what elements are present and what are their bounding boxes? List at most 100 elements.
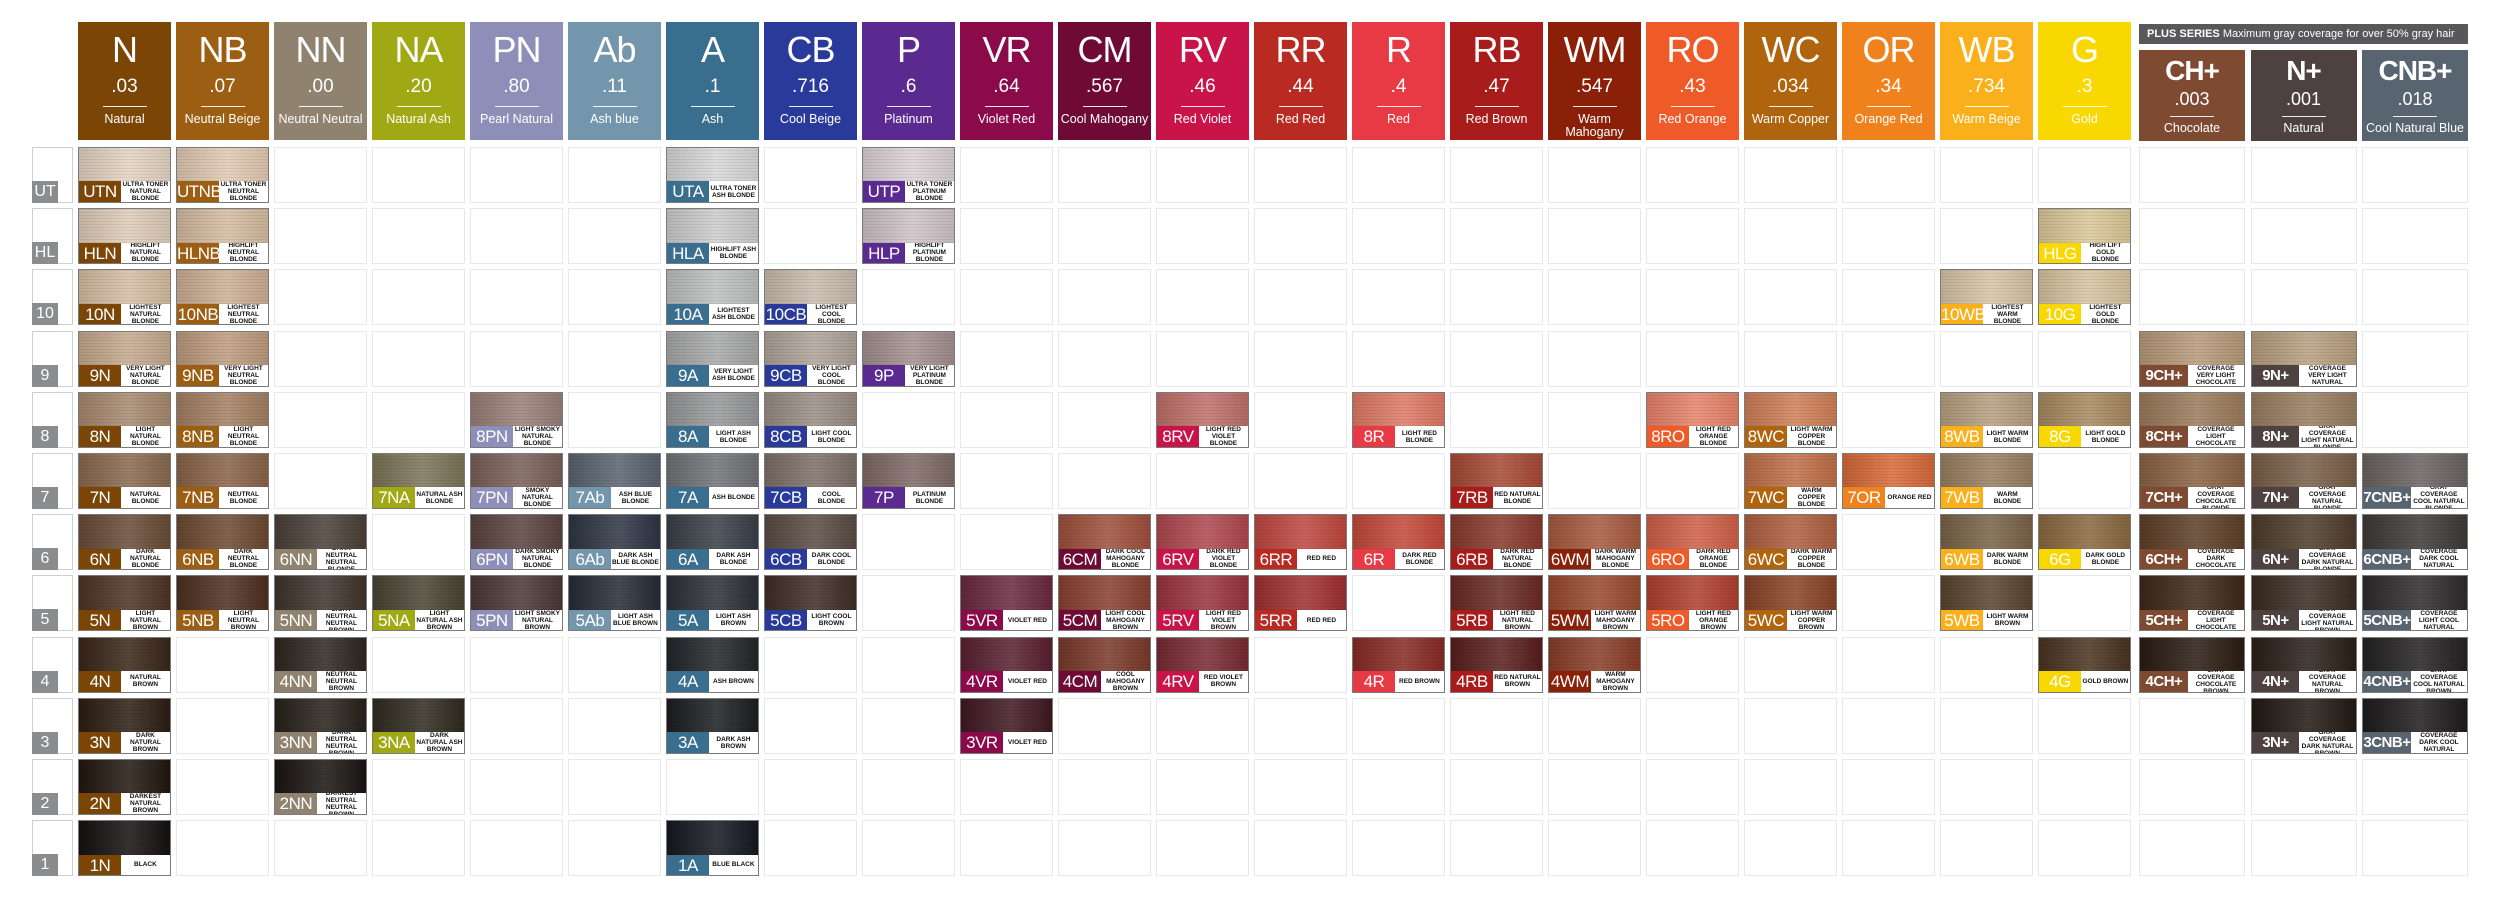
color-swatch[interactable]: 4NN NEUTRAL NEUTRAL BROWN <box>274 636 367 693</box>
color-swatch[interactable]: 9NB VERY LIGHT NEUTRAL BLONDE <box>176 330 269 387</box>
color-swatch[interactable]: 8CH+GRAY COVERAGE LIGHT CHOCOLATE BLONDE <box>2139 391 2245 448</box>
color-swatch[interactable]: 7A ASH BLONDE <box>666 453 759 509</box>
color-swatch[interactable]: HLG HIGH LIFT GOLD BLONDE <box>2038 208 2131 265</box>
color-swatch[interactable]: 4N+GRAY COVERAGE NATURAL BROWN <box>2250 636 2357 693</box>
color-swatch[interactable]: 5CM LIGHT COOL MAHOGANY BROWN <box>1058 575 1151 632</box>
color-swatch[interactable]: 7WC WARM COPPER BLONDE <box>1744 453 1837 509</box>
color-swatch[interactable]: 8RO LIGHT RED ORANGE BLONDE <box>1646 391 1739 448</box>
color-swatch[interactable]: 7P PLATINUM BLONDE <box>862 453 955 509</box>
color-swatch[interactable]: 5NB LIGHT NEUTRAL BROWN <box>176 575 269 632</box>
color-swatch[interactable]: 6Ab DARK ASH BLUE BLONDE <box>568 514 661 571</box>
color-swatch[interactable]: 6CB DARK COOL BLONDE <box>764 514 857 571</box>
color-swatch[interactable]: 3NNDARK NEUTRAL NEUTRAL BROWN <box>274 697 367 754</box>
color-swatch[interactable]: 8PN LIGHT SMOKY NATURAL BLONDE <box>470 391 563 448</box>
color-swatch[interactable]: 4CH+GRAY COVERAGE CHOCOLATE BROWN <box>2139 636 2245 693</box>
color-swatch[interactable]: 6RV DARK RED VIOLET BLONDE <box>1156 514 1249 571</box>
color-swatch[interactable]: 6CM DARK COOL MAHOGANY BLONDE <box>1058 514 1151 571</box>
color-swatch[interactable]: 5WC LIGHT WARM COPPER BROWN <box>1744 575 1837 632</box>
color-swatch[interactable]: 7NA NATURAL ASH BLONDE <box>372 453 465 509</box>
color-swatch[interactable]: 8RV LIGHT RED VIOLET BLONDE <box>1156 391 1249 448</box>
color-swatch[interactable]: 6N+GRAY COVERAGE DARK NATURAL BLONDE <box>2250 514 2357 571</box>
color-swatch[interactable]: 7NB NEUTRAL BLONDE <box>176 453 269 509</box>
color-swatch[interactable]: 4RV RED VIOLET BROWN <box>1156 636 1249 693</box>
color-swatch[interactable]: 4N NATURAL BROWN <box>78 636 171 693</box>
color-swatch[interactable]: 7CB COOL BLONDE <box>764 453 857 509</box>
color-swatch[interactable]: 10WB LIGHTEST WARM BLONDE <box>1940 269 2033 326</box>
color-swatch[interactable]: 5WM LIGHT WARM MAHOGANY BROWN <box>1548 575 1641 632</box>
color-swatch[interactable]: 5N+GRAY COVERAGE LIGHT NATURAL BROWN <box>2250 575 2357 632</box>
color-swatch[interactable]: 2NNDARKEST NEUTRAL NEUTRAL BROWN <box>274 759 367 815</box>
color-swatch[interactable]: 3A DARK ASH BROWN <box>666 697 759 754</box>
color-swatch[interactable]: 4RB RED NATURAL BROWN <box>1450 636 1543 693</box>
color-swatch[interactable]: 5RO LIGHT RED ORANGE BROWN <box>1646 575 1739 632</box>
color-swatch[interactable]: 3VR VIOLET RED <box>960 697 1053 754</box>
color-swatch[interactable]: 6N DARK NATURAL BLONDE <box>78 514 171 571</box>
color-swatch[interactable]: 9N+GRAY COVERAGE VERY LIGHT NATURAL BLON… <box>2250 330 2357 387</box>
color-swatch[interactable]: 7PN SMOKY NATURAL BLONDE <box>470 453 563 509</box>
color-swatch[interactable]: 5Ab LIGHT ASH BLUE BROWN <box>568 575 661 632</box>
color-swatch[interactable]: HLNB HIGHLIFT NEUTRAL BLONDE <box>176 208 269 265</box>
color-swatch[interactable]: 7WB WARM BLONDE <box>1940 453 2033 509</box>
color-swatch[interactable]: 5NNLIGHT NEUTRAL NEUTRAL BROWN <box>274 575 367 632</box>
color-swatch[interactable]: 5A LIGHT ASH BROWN <box>666 575 759 632</box>
color-swatch[interactable]: 4CM COOL MAHOGANY BROWN <box>1058 636 1151 693</box>
color-swatch[interactable]: 5RV LIGHT RED VIOLET BROWN <box>1156 575 1249 632</box>
color-swatch[interactable]: 6WM DARK WARM MAHOGANY BLONDE <box>1548 514 1641 571</box>
color-swatch[interactable]: 10NB LIGHTEST NEUTRAL BLONDE <box>176 269 269 326</box>
color-swatch[interactable]: 3CNB+GRAY COVERAGE DARK COOL NATURAL BRO… <box>2362 697 2468 754</box>
color-swatch[interactable]: 9N VERY LIGHT NATURAL BLONDE <box>78 330 171 387</box>
color-swatch[interactable]: UTNB ULTRA TONER NEUTRAL BLONDE <box>176 147 269 203</box>
color-swatch[interactable]: 6WB DARK WARM BLONDE <box>1940 514 2033 571</box>
color-swatch[interactable]: 9A VERY LIGHT ASH BLONDE <box>666 330 759 387</box>
color-swatch[interactable]: 5RR RED RED <box>1254 575 1347 632</box>
color-swatch[interactable]: 8R LIGHT RED BLONDE <box>1352 391 1445 448</box>
color-swatch[interactable]: 7Ab ASH BLUE BLONDE <box>568 453 661 509</box>
color-swatch[interactable]: 4WM WARM MAHOGANY BROWN <box>1548 636 1641 693</box>
color-swatch[interactable]: 3NA DARK NATURAL ASH BROWN <box>372 697 465 754</box>
color-swatch[interactable]: 6NB DARK NEUTRAL BLONDE <box>176 514 269 571</box>
color-swatch[interactable]: 10G LIGHTEST GOLD BLONDE <box>2038 269 2131 326</box>
color-swatch[interactable]: HLA HIGHLIFT ASH BLONDE <box>666 208 759 265</box>
color-swatch[interactable]: 8WB LIGHT WARM BLONDE <box>1940 391 2033 448</box>
color-swatch[interactable]: 3N DARK NATURAL BROWN <box>78 697 171 754</box>
color-swatch[interactable]: 5WB LIGHT WARM BROWN <box>1940 575 2033 632</box>
color-swatch[interactable]: 8N LIGHT NATURAL BLONDE <box>78 391 171 448</box>
color-swatch[interactable]: 4VR VIOLET RED <box>960 636 1053 693</box>
color-swatch[interactable]: 8N+GRAY COVERAGE LIGHT NATURAL BLONDE <box>2250 391 2357 448</box>
color-swatch[interactable]: 2N DARKEST NATURAL BROWN <box>78 759 171 815</box>
color-swatch[interactable]: 5RB LIGHT RED NATURAL BROWN <box>1450 575 1543 632</box>
color-swatch[interactable]: UTP ULTRA TONER PLATINUM BLONDE <box>862 147 955 203</box>
color-swatch[interactable]: 9CH+GRAY COVERAGE VERY LIGHT CHOCOLATE B… <box>2139 330 2245 387</box>
color-swatch[interactable]: 4A ASH BROWN <box>666 636 759 693</box>
color-swatch[interactable]: 6WC DARK WARM COPPER BLONDE <box>1744 514 1837 571</box>
color-swatch[interactable]: 5CH+GRAY COVERAGE LIGHT CHOCOLATE BROWN <box>2139 575 2245 632</box>
color-swatch[interactable]: 8CB LIGHT COOL BLONDE <box>764 391 857 448</box>
color-swatch[interactable]: 6PN DARK SMOKY NATURAL BLONDE <box>470 514 563 571</box>
color-swatch[interactable]: 10A LIGHTEST ASH BLONDE <box>666 269 759 326</box>
color-swatch[interactable]: 8G LIGHT GOLD BLONDE <box>2038 391 2131 448</box>
color-swatch[interactable]: 4G GOLD BROWN <box>2038 636 2131 693</box>
color-swatch[interactable]: 1A BLUE BLACK <box>666 820 759 877</box>
color-swatch[interactable]: 7N NATURAL BLONDE <box>78 453 171 509</box>
color-swatch[interactable]: 7CNB+GRAY COVERAGE COOL NATURAL BLONDE <box>2362 453 2468 509</box>
color-swatch[interactable]: 6NNDARK NEUTRAL NEUTRAL BLONDE <box>274 514 367 571</box>
color-swatch[interactable]: 6CH+GRAY COVERAGE DARK CHOCOLATE BLONDE <box>2139 514 2245 571</box>
color-swatch[interactable]: 6RR RED RED <box>1254 514 1347 571</box>
color-swatch[interactable]: 10CB LIGHTEST COOL BLONDE <box>764 269 857 326</box>
color-swatch[interactable]: 9CB VERY LIGHT COOL BLONDE <box>764 330 857 387</box>
color-swatch[interactable]: UTN ULTRA TONER NATURAL BLONDE <box>78 147 171 203</box>
color-swatch[interactable]: 5CNB+GRAY COVERAGE LIGHT COOL NATURAL BR… <box>2362 575 2468 632</box>
color-swatch[interactable]: HLN HIGHLIFT NATURAL BLONDE <box>78 208 171 265</box>
color-swatch[interactable]: 5VR VIOLET RED <box>960 575 1053 632</box>
color-swatch[interactable]: 4R RED BROWN <box>1352 636 1445 693</box>
color-swatch[interactable]: 6RO DARK RED ORANGE BLONDE <box>1646 514 1739 571</box>
color-swatch[interactable]: 8A LIGHT ASH BLONDE <box>666 391 759 448</box>
color-swatch[interactable]: 4CNB+GRAY COVERAGE COOL NATURAL BROWN <box>2362 636 2468 693</box>
color-swatch[interactable]: 10N LIGHTEST NATURAL BLONDE <box>78 269 171 326</box>
color-swatch[interactable]: 6R DARK RED BLONDE <box>1352 514 1445 571</box>
color-swatch[interactable]: 7CH+GRAY COVERAGE CHOCOLATE BLONDE <box>2139 453 2245 509</box>
color-swatch[interactable]: 3N+GRAY COVERAGE DARK NATURAL BROWN <box>2250 697 2357 754</box>
color-swatch[interactable]: 5CB LIGHT COOL BROWN <box>764 575 857 632</box>
color-swatch[interactable]: 5NA LIGHT NATURAL ASH BROWN <box>372 575 465 632</box>
color-swatch[interactable]: 7N+GRAY COVERAGE NATURAL BLONDE <box>2250 453 2357 509</box>
